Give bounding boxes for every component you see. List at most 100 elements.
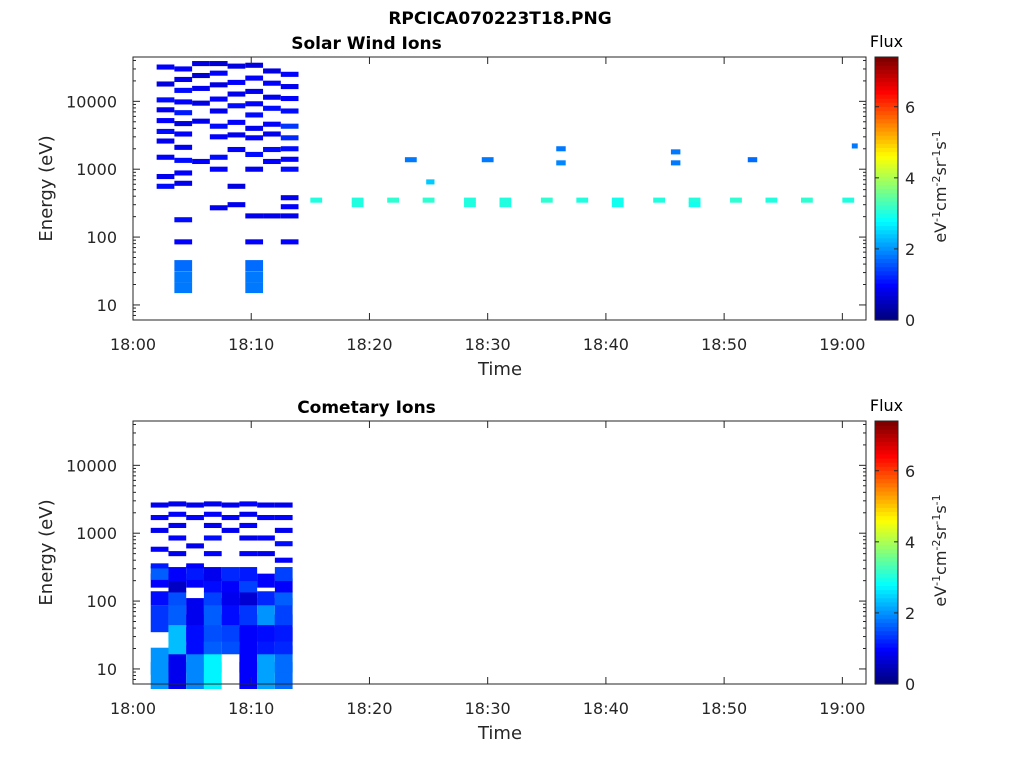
heatmap-cell — [747, 157, 758, 163]
heatmap-cell — [150, 605, 169, 633]
heatmap-cell — [156, 81, 175, 87]
colorbar-segment — [875, 564, 898, 570]
colorbar-segment — [875, 486, 898, 492]
x-tick-label: 18:40 — [583, 699, 629, 718]
heatmap-cell — [280, 108, 299, 114]
colorbar-segment — [875, 630, 898, 636]
x-axis-label: Time — [477, 723, 522, 744]
colorbar-segment — [875, 490, 898, 496]
heatmap-cell — [174, 99, 193, 105]
colorbar-segment — [875, 642, 898, 648]
colorbar-segment — [875, 176, 898, 181]
heatmap-cell — [174, 121, 193, 127]
colorbar-tick-label: 2 — [905, 604, 915, 623]
heatmap-cell — [186, 565, 204, 580]
heatmap-cell — [670, 160, 681, 166]
heatmap-cell — [280, 213, 299, 219]
heatmap-cell — [688, 202, 701, 208]
colorbar-tick-label: 6 — [905, 462, 915, 481]
heatmap-cell — [653, 197, 666, 203]
colorbar-segment — [875, 57, 898, 62]
colorbar-frame — [874, 56, 899, 321]
heatmap-cell — [174, 271, 193, 283]
heatmap-cell — [239, 511, 258, 517]
heatmap-cell — [257, 573, 275, 588]
colorbar-tick-label: 6 — [905, 98, 915, 117]
colorbar-segment — [875, 287, 898, 292]
colorbar-segment — [875, 651, 898, 656]
heatmap-cell — [203, 501, 222, 507]
colorbar-segment — [875, 262, 898, 268]
heatmap-cell — [387, 197, 400, 203]
heatmap-cell — [150, 502, 169, 508]
x-tick-label: 18:30 — [465, 335, 511, 354]
heatmap-cell — [174, 144, 193, 150]
x-tick-label: 18:20 — [346, 699, 392, 718]
y-tick-label: 10000 — [66, 456, 117, 475]
heatmap-cell — [274, 578, 293, 593]
x-tick-label: 18:50 — [701, 699, 747, 718]
heatmap-cell — [239, 578, 258, 593]
heatmap-cell — [239, 535, 258, 541]
heatmap-cell — [186, 515, 204, 521]
colorbar-title: Flux — [870, 32, 903, 51]
colorbar-segment — [875, 139, 898, 144]
colorbar-tick-label: 0 — [905, 675, 915, 694]
heatmap-cell — [245, 88, 264, 94]
heatmap-cell — [280, 95, 299, 102]
colorbar-segment — [875, 437, 898, 443]
heatmap-cell — [245, 213, 264, 219]
colorbar-segment — [875, 217, 898, 222]
x-tick-label: 18:10 — [228, 699, 274, 718]
colorbar-segment — [875, 482, 898, 488]
colorbar-segment — [875, 466, 898, 471]
heatmap-cell — [274, 527, 293, 533]
colorbar-segment — [875, 135, 898, 140]
heatmap-cell — [227, 146, 246, 153]
heatmap-cell — [209, 134, 228, 140]
heatmap-cell — [221, 591, 240, 606]
colorbar-segment — [875, 634, 898, 640]
heatmap-cell — [280, 156, 299, 162]
colorbar-segment — [875, 69, 898, 75]
heatmap-cell — [174, 66, 193, 72]
heatmap-cell — [168, 591, 187, 606]
heatmap-cell — [245, 112, 264, 118]
y-axis-label: Energy (eV) — [36, 499, 57, 605]
heatmap-cell — [174, 217, 193, 223]
colorbar-segment — [875, 303, 898, 309]
heatmap-cell — [168, 511, 187, 517]
colorbar-segment — [875, 421, 898, 426]
heatmap-cell — [257, 591, 275, 606]
colorbar-segment — [875, 184, 898, 190]
heatmap-cell — [239, 522, 258, 529]
x-tick-label: 18:00 — [110, 699, 156, 718]
axes-frame — [132, 56, 867, 321]
colorbar-segment — [875, 470, 898, 476]
colorbar-segment — [875, 126, 898, 132]
colorbar-segment — [875, 122, 898, 128]
colorbar-segment — [875, 213, 898, 218]
heatmap-cell — [239, 501, 258, 507]
colorbar-segment — [875, 536, 898, 541]
heatmap-cell — [245, 166, 264, 172]
heatmap-cell — [174, 170, 193, 176]
heatmap-cell — [245, 75, 264, 81]
heatmap-cell — [422, 197, 435, 203]
heatmap-cell — [540, 197, 553, 203]
heatmap-cell — [280, 84, 299, 90]
colorbar-segment — [875, 180, 898, 185]
colorbar-segment — [875, 457, 898, 463]
colorbar-segment — [875, 209, 898, 214]
colorbar-segment — [875, 89, 898, 95]
heatmap-cell — [263, 146, 281, 153]
heatmap-cell — [464, 197, 476, 203]
colorbar-segment — [875, 233, 898, 239]
colorbar-segment — [875, 474, 898, 480]
heatmap-cell — [257, 502, 275, 508]
colorbar-segment — [875, 246, 898, 251]
panel-2: 18:00 18:10 18:20 18:30 18:40 18:50 19:00 10 100… — [36, 396, 950, 744]
heatmap-cell — [263, 105, 281, 111]
heatmap-cell — [800, 197, 813, 203]
